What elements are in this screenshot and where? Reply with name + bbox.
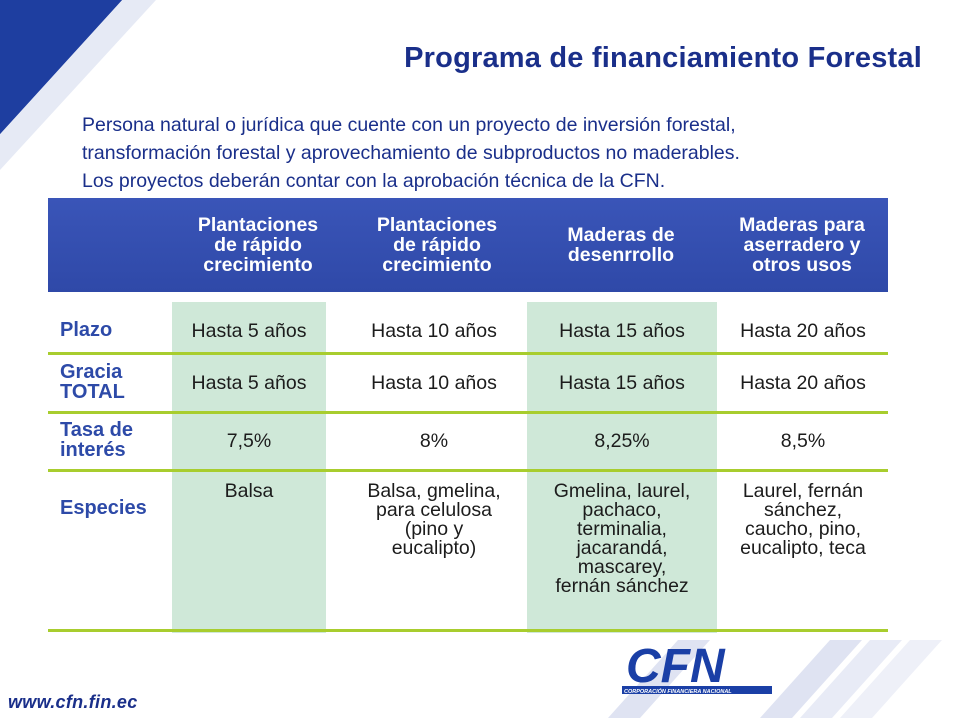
table-cell: Gmelina, laurel, pachaco, terminalia, ja… — [553, 480, 691, 597]
row-label-plazo: Plazo — [60, 319, 113, 341]
page-title: Programa de financiamiento Forestal — [404, 42, 922, 74]
row-divider — [48, 469, 888, 472]
table-cell: Hasta 20 años — [740, 320, 866, 342]
table-cell: Hasta 10 años — [371, 372, 497, 394]
row-label-gracia-total: Gracia TOTAL — [60, 361, 125, 403]
table-cell: Laurel, fernán sánchez, caucho, pino, eu… — [740, 480, 866, 559]
financing-table: Plantaciones de rápido crecimiento Plant… — [48, 198, 888, 634]
table-cell: Hasta 15 años — [559, 320, 685, 342]
highlight-column — [527, 302, 717, 633]
table-cell: Hasta 5 años — [191, 372, 307, 394]
table-cell: 8% — [419, 430, 449, 452]
description-line: Persona natural o jurídica que cuente co… — [82, 114, 736, 136]
corner-decoration — [0, 0, 156, 170]
table-cell: 8,5% — [780, 430, 826, 452]
svg-text:CFN: CFN — [626, 640, 726, 693]
row-divider — [48, 411, 888, 414]
column-header-plantaciones-2: Plantaciones de rápido crecimiento — [376, 214, 498, 276]
table-cell: 7,5% — [226, 430, 272, 452]
table-cell: Hasta 5 años — [191, 320, 307, 342]
description: Persona natural o jurídica que cuente co… — [82, 111, 922, 195]
highlight-column — [172, 302, 326, 633]
table-cell: Hasta 20 años — [740, 372, 866, 394]
column-header-maderas-aserradero: Maderas para aserradero y otros usos — [739, 214, 865, 276]
row-label-tasa-interes: Tasa de interés — [60, 419, 133, 461]
cfn-logo: CFN CORPORACIÓN FINANCIERA NACIONAL — [608, 640, 942, 718]
table-cell: Hasta 10 años — [371, 320, 497, 342]
column-header-plantaciones-1: Plantaciones de rápido crecimiento — [197, 214, 319, 276]
table-cell: Hasta 15 años — [559, 372, 685, 394]
table-cell: 8,25% — [594, 430, 650, 452]
footer-url-link[interactable]: www.cfn.fin.ec — [8, 692, 138, 712]
row-divider — [48, 352, 888, 355]
table-header — [48, 198, 888, 292]
row-label-especies: Especies — [60, 497, 147, 519]
row-divider — [48, 629, 888, 632]
column-header-maderas-desenrrollo: Maderas de desenrrollo — [567, 224, 675, 266]
svg-text:CORPORACIÓN FINANCIERA NACIONA: CORPORACIÓN FINANCIERA NACIONAL — [624, 688, 732, 695]
table-cell: Balsa — [224, 480, 274, 502]
description-line: Los proyectos deberán contar con la apro… — [82, 170, 666, 192]
table-cell: Balsa, gmelina, para celulosa (pino y eu… — [367, 480, 501, 559]
description-line: transformación forestal y aprovechamient… — [82, 142, 740, 164]
